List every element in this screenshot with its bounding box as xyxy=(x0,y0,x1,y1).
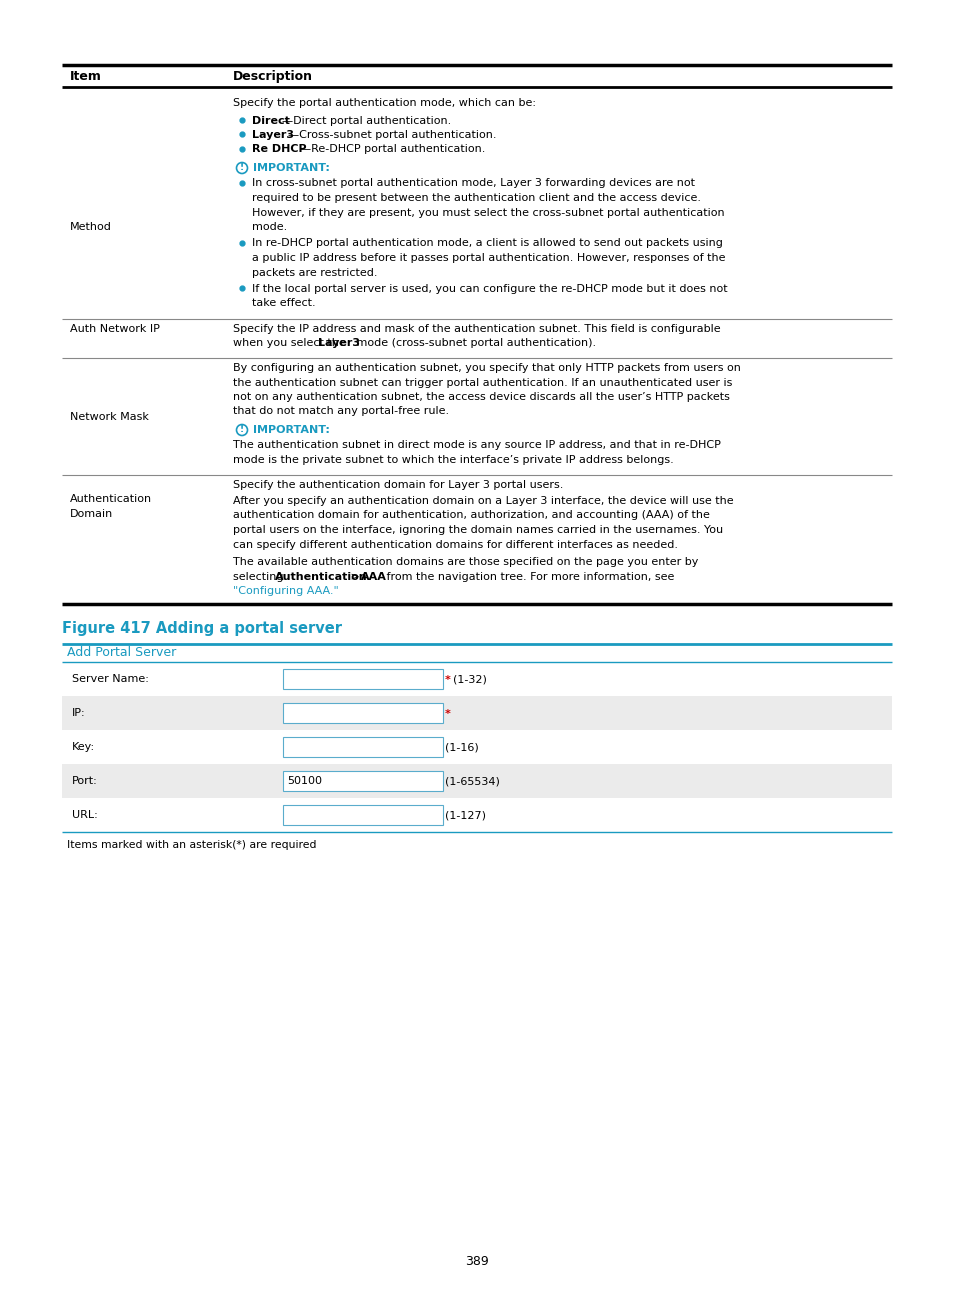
Text: 50100: 50100 xyxy=(287,776,322,787)
Text: However, if they are present, you must select the cross-subnet portal authentica: However, if they are present, you must s… xyxy=(252,207,724,218)
Text: >: > xyxy=(347,572,363,582)
Text: Item: Item xyxy=(70,70,102,83)
Text: In re-DHCP portal authentication mode, a client is allowed to send out packets u: In re-DHCP portal authentication mode, a… xyxy=(252,238,722,249)
Text: *: * xyxy=(444,709,451,718)
Text: IMPORTANT:: IMPORTANT: xyxy=(253,425,330,435)
Text: Method: Method xyxy=(70,222,112,232)
Text: *: * xyxy=(444,674,451,684)
Text: Layer3: Layer3 xyxy=(252,130,294,140)
Text: a public IP address before it passes portal authentication. However, responses o: a public IP address before it passes por… xyxy=(252,253,724,263)
Text: Specify the portal authentication mode, which can be:: Specify the portal authentication mode, … xyxy=(233,98,536,108)
Text: Domain: Domain xyxy=(70,509,113,518)
Text: Auth Network IP: Auth Network IP xyxy=(70,324,160,334)
Text: —Cross-subnet portal authentication.: —Cross-subnet portal authentication. xyxy=(288,130,496,140)
Text: the authentication subnet can trigger portal authentication. If an unauthenticat: the authentication subnet can trigger po… xyxy=(233,377,732,388)
Text: mode is the private subnet to which the interface’s private IP address belongs.: mode is the private subnet to which the … xyxy=(233,455,673,465)
Text: Network Mask: Network Mask xyxy=(70,412,149,422)
Text: packets are restricted.: packets are restricted. xyxy=(252,267,377,277)
Text: selecting: selecting xyxy=(233,572,287,582)
Bar xyxy=(283,771,442,791)
Text: Add Portal Server: Add Portal Server xyxy=(67,645,176,658)
Text: In cross-subnet portal authentication mode, Layer 3 forwarding devices are not: In cross-subnet portal authentication mo… xyxy=(252,179,695,188)
Text: —Re-DHCP portal authentication.: —Re-DHCP portal authentication. xyxy=(299,144,485,154)
Text: 389: 389 xyxy=(465,1255,488,1267)
Text: when you select the: when you select the xyxy=(233,338,349,349)
Text: Items marked with an asterisk(*) are required: Items marked with an asterisk(*) are req… xyxy=(67,840,316,849)
Text: Authentication: Authentication xyxy=(274,572,367,582)
Text: (1-65534): (1-65534) xyxy=(444,776,499,787)
Text: —Direct portal authentication.: —Direct portal authentication. xyxy=(282,115,451,126)
Text: Specify the authentication domain for Layer 3 portal users.: Specify the authentication domain for La… xyxy=(233,480,563,490)
Text: authentication domain for authentication, authorization, and accounting (AAA) of: authentication domain for authentication… xyxy=(233,511,709,521)
Text: not on any authentication subnet, the access device discards all the user’s HTTP: not on any authentication subnet, the ac… xyxy=(233,391,729,402)
Bar xyxy=(283,702,442,722)
Text: mode.: mode. xyxy=(252,222,287,232)
Text: Figure 417 Adding a portal server: Figure 417 Adding a portal server xyxy=(62,622,341,636)
Text: The authentication subnet in direct mode is any source IP address, and that in r: The authentication subnet in direct mode… xyxy=(233,441,720,451)
Text: Re DHCP: Re DHCP xyxy=(252,144,306,154)
Text: Key:: Key: xyxy=(71,741,95,752)
Text: !: ! xyxy=(240,163,244,172)
Text: By configuring an authentication subnet, you specify that only HTTP packets from: By configuring an authentication subnet,… xyxy=(233,363,740,373)
Text: If the local portal server is used, you can configure the re-DHCP mode but it do: If the local portal server is used, you … xyxy=(252,284,727,294)
Bar xyxy=(283,736,442,757)
Text: Specify the IP address and mask of the authentication subnet. This field is conf: Specify the IP address and mask of the a… xyxy=(233,324,720,334)
Bar xyxy=(62,763,891,797)
Text: IMPORTANT:: IMPORTANT: xyxy=(253,163,330,172)
Text: Description: Description xyxy=(233,70,313,83)
Text: The available authentication domains are those specified on the page you enter b: The available authentication domains are… xyxy=(233,557,698,568)
Bar xyxy=(62,696,891,730)
Text: take effect.: take effect. xyxy=(252,298,315,308)
Text: portal users on the interface, ignoring the domain names carried in the username: portal users on the interface, ignoring … xyxy=(233,525,722,535)
Text: required to be present between the authentication client and the access device.: required to be present between the authe… xyxy=(252,193,700,203)
Text: Authentication: Authentication xyxy=(70,495,152,504)
Text: IP:: IP: xyxy=(71,708,86,718)
Text: Server Name:: Server Name: xyxy=(71,674,149,683)
Text: URL:: URL: xyxy=(71,810,97,819)
Text: !: ! xyxy=(240,425,244,434)
Text: "Configuring AAA.": "Configuring AAA." xyxy=(233,586,338,596)
Text: (1-127): (1-127) xyxy=(444,810,485,820)
Text: Port:: Port: xyxy=(71,775,97,785)
Text: Layer3: Layer3 xyxy=(317,338,359,349)
Text: mode (cross-subnet portal authentication).: mode (cross-subnet portal authentication… xyxy=(353,338,596,349)
Text: from the navigation tree. For more information, see: from the navigation tree. For more infor… xyxy=(382,572,674,582)
Text: AAA: AAA xyxy=(360,572,387,582)
Text: (1-16): (1-16) xyxy=(444,743,478,753)
Bar xyxy=(283,805,442,824)
Text: (1-32): (1-32) xyxy=(453,674,486,684)
Text: After you specify an authentication domain on a Layer 3 interface, the device wi: After you specify an authentication doma… xyxy=(233,496,733,505)
Text: that do not match any portal-free rule.: that do not match any portal-free rule. xyxy=(233,407,449,416)
Bar xyxy=(283,669,442,688)
Text: can specify different authentication domains for different interfaces as needed.: can specify different authentication dom… xyxy=(233,539,678,550)
Text: Direct: Direct xyxy=(252,115,290,126)
